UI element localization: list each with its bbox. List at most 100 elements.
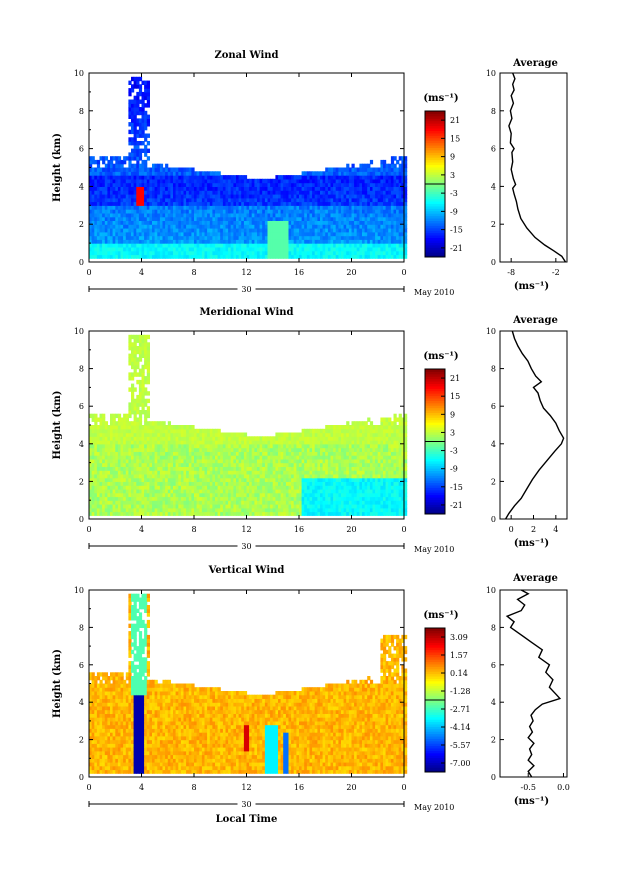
heatmap-cell: [138, 398, 143, 404]
heatmap-cell: [186, 182, 190, 187]
heatmap-cell: [102, 417, 106, 422]
heatmap-cell: [141, 201, 145, 206]
colorbar-segment: [425, 225, 445, 229]
heatmap-cell: [212, 470, 216, 475]
heatmap-cell: [173, 209, 177, 214]
colorbar-segment: [425, 125, 445, 129]
heatmap-cell: [259, 228, 263, 233]
heatmap-cell: [157, 220, 161, 225]
heatmap-cell: [320, 246, 324, 252]
heatmap-cell: [112, 496, 116, 501]
heatmap-cell: [259, 507, 263, 513]
heatmap-cell: [180, 447, 185, 452]
heatmap-cell: [335, 205, 339, 210]
heatmap-cell: [293, 190, 297, 195]
heatmap-cell: [293, 228, 297, 233]
heatmap-cell: [149, 504, 153, 509]
heatmap-cell: [170, 209, 174, 214]
heatmap-cell: [335, 246, 339, 252]
heatmap-cell: [104, 500, 108, 505]
heatmap-cell: [173, 447, 177, 452]
heatmap-cell: [204, 466, 208, 471]
heatmap-cell: [243, 209, 248, 214]
heatmap-cell: [138, 250, 143, 256]
heatmap-cell: [128, 167, 132, 172]
heatmap-cell: [107, 504, 111, 509]
heatmap-cell: [141, 216, 145, 221]
colorbar-segment: [425, 230, 445, 234]
heatmap-cell: [404, 182, 408, 187]
heatmap-cell: [162, 239, 166, 244]
heatmap-cell: [136, 504, 140, 509]
heatmap-cell: [341, 224, 345, 229]
heatmap-cell: [94, 254, 98, 259]
heatmap-cell: [288, 239, 292, 244]
heatmap-cell: [136, 440, 140, 445]
heatmap-cell: [120, 224, 124, 229]
heatmap-cell: [138, 413, 143, 419]
heatmap-cell: [270, 239, 274, 244]
heatmap-cell: [117, 205, 122, 210]
heatmap-cell: [123, 417, 127, 422]
heatmap-cell: [285, 224, 290, 229]
heatmap-cell: [246, 220, 250, 225]
heatmap-cell: [322, 224, 326, 229]
heatmap-cell: [175, 488, 179, 494]
heatmap-cell: [330, 182, 334, 187]
heatmap-cell: [186, 425, 190, 430]
heatmap-cell: [138, 504, 143, 509]
heatmap-cell: [201, 485, 206, 490]
heatmap-cell: [154, 470, 158, 475]
heatmap-cell: [104, 462, 108, 467]
heatmap-cell: [228, 443, 232, 449]
heatmap-cell: [367, 224, 371, 229]
heatmap-cell: [110, 492, 114, 498]
heatmap-cell: [183, 507, 187, 513]
heatmap-cell: [149, 228, 153, 233]
heatmap-cell: [388, 197, 392, 203]
heatmap-cell: [220, 458, 224, 464]
heatmap-cell: [383, 201, 387, 206]
heatmap-cell: [262, 246, 266, 252]
heatmap-cell: [183, 228, 187, 233]
heatmap-cell: [149, 425, 153, 430]
heatmap-cell: [270, 216, 274, 221]
heatmap-cell: [330, 246, 334, 252]
heatmap-cell: [257, 235, 261, 240]
heatmap-cell: [178, 220, 182, 225]
heatmap-cell: [262, 212, 266, 218]
heatmap-cell: [280, 190, 284, 195]
heatmap-cell: [141, 346, 145, 351]
heatmap-cell: [183, 458, 187, 464]
heatmap-cell: [398, 194, 402, 199]
heatmap-cell: [383, 228, 387, 233]
heatmap-cell: [262, 492, 266, 498]
heatmap-cell: [385, 212, 389, 218]
heatmap-cell: [299, 186, 303, 191]
heatmap-cell: [165, 190, 169, 195]
heatmap-cell: [194, 477, 198, 482]
heatmap-cell: [136, 194, 140, 199]
heatmap-cell: [199, 473, 203, 479]
heatmap-cell: [225, 485, 229, 490]
heatmap-cell: [144, 163, 148, 169]
heatmap-cell: [99, 458, 103, 464]
heatmap-cell: [112, 178, 116, 184]
colorbar-segment: [425, 159, 445, 163]
heatmap-cell: [293, 254, 297, 259]
heatmap-cell: [285, 201, 290, 206]
heatmap-cell: [146, 190, 150, 195]
heatmap-cell: [146, 391, 150, 396]
heatmap-cell: [222, 462, 227, 467]
heatmap-cell: [180, 235, 185, 240]
heatmap-cell: [138, 417, 143, 422]
heatmap-cell: [125, 451, 129, 456]
heatmap-cell: [194, 205, 198, 210]
heatmap-cell: [238, 447, 242, 452]
heatmap-cell: [165, 239, 169, 244]
heatmap-cell: [157, 246, 161, 252]
heatmap-cell: [99, 496, 103, 501]
date-label: 30: [241, 285, 251, 294]
heatmap-cell: [120, 481, 124, 486]
heatmap-cell: [299, 182, 303, 187]
